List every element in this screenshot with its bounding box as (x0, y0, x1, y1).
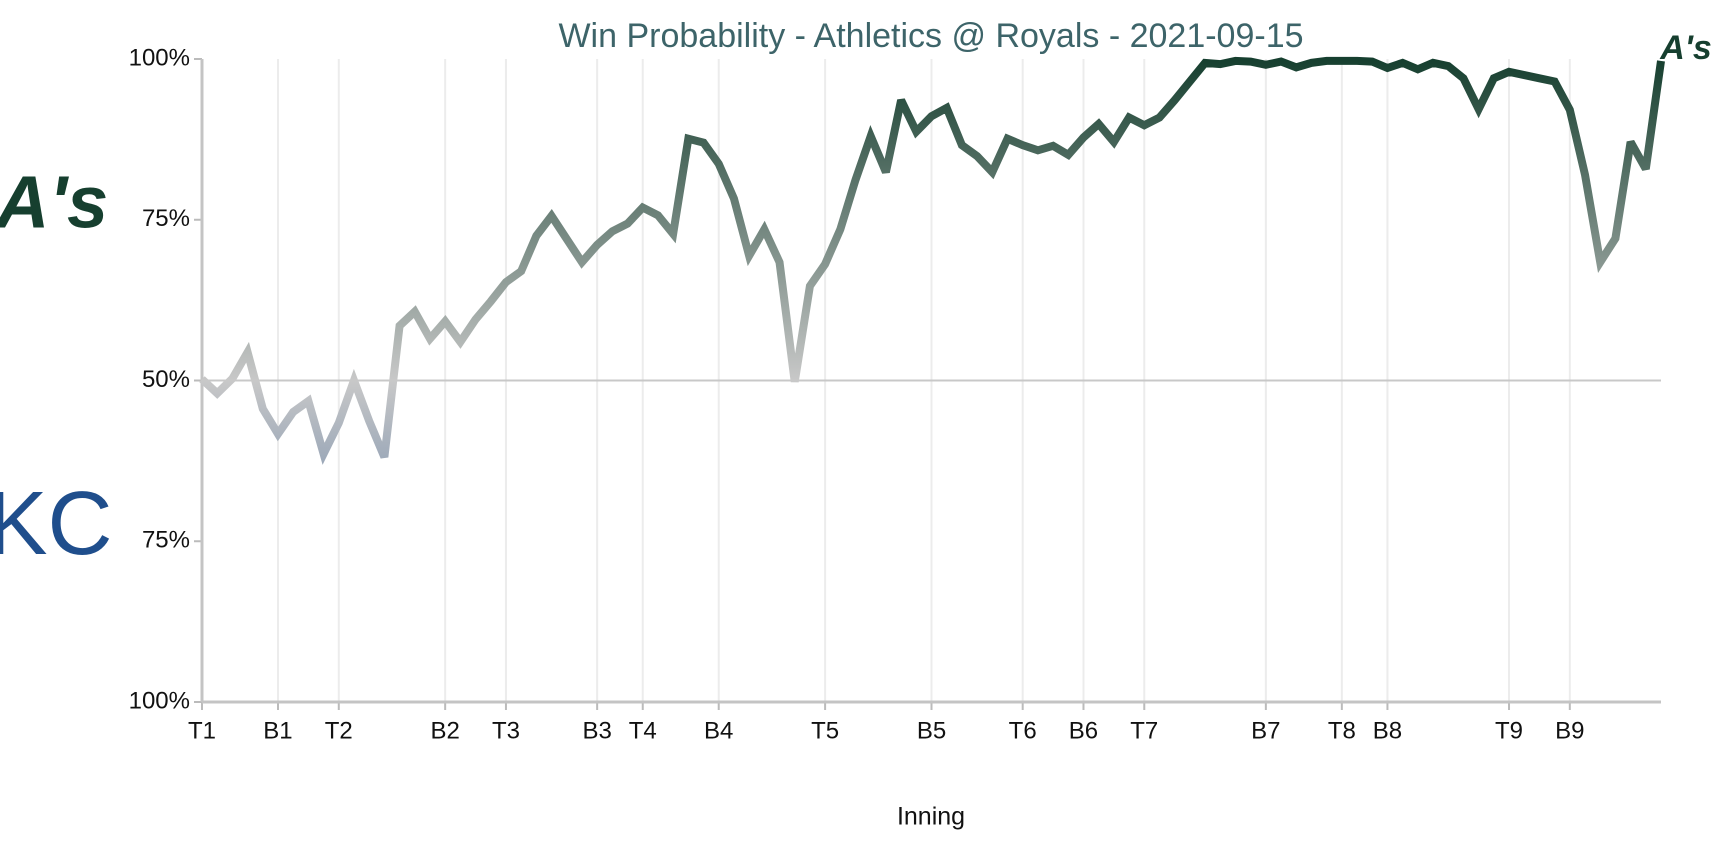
x-tick-label: T1 (188, 717, 216, 744)
x-tick-label: T9 (1495, 717, 1523, 744)
team-logo: A's (0, 161, 108, 244)
y-tick-label: 100% (129, 687, 190, 714)
x-tick-label: B9 (1555, 717, 1584, 744)
x-tick-label: T5 (811, 717, 839, 744)
x-tick-label: B6 (1069, 717, 1098, 744)
x-tick-label: B1 (263, 717, 292, 744)
x-tick-label: B8 (1373, 717, 1402, 744)
x-tick-label: T3 (492, 717, 520, 744)
y-tick-label: 75% (142, 527, 190, 554)
x-tick-label: T8 (1328, 717, 1356, 744)
x-tick-label: B3 (582, 717, 611, 744)
chart-title: Win Probability - Athletics @ Royals - 2… (558, 17, 1303, 55)
x-axis-label: Inning (897, 803, 965, 831)
x-tick-label: B5 (917, 717, 946, 744)
y-tick-label: 50% (142, 366, 190, 393)
x-tick-label: B7 (1251, 717, 1280, 744)
x-tick-label: B2 (430, 717, 459, 744)
y-tick-label: 100% (129, 44, 190, 71)
x-tick-label: T2 (325, 717, 353, 744)
x-tick-label: T6 (1009, 717, 1037, 744)
x-tick-label: B4 (704, 717, 733, 744)
team-logo: KC (0, 474, 113, 574)
y-tick-label: 75% (142, 205, 190, 232)
x-tick-label: T4 (629, 717, 657, 744)
team-logo: A's (1659, 29, 1712, 67)
x-tick-label: T7 (1130, 717, 1158, 744)
win-probability-line (199, 56, 1665, 465)
